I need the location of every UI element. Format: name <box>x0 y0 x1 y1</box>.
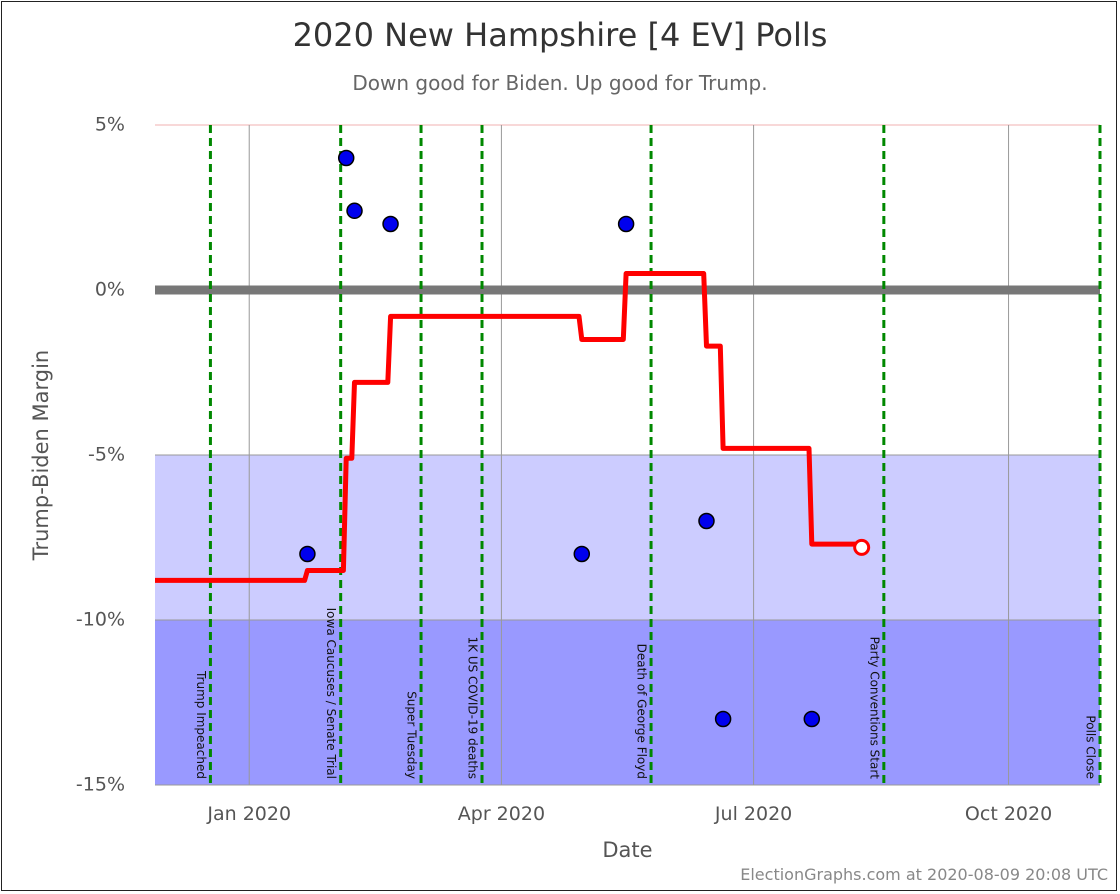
poll-points <box>299 149 821 728</box>
event-label: Death of George Floyd <box>635 644 649 779</box>
poll-point <box>803 710 821 728</box>
poll-point <box>698 512 715 530</box>
event-label: 1K US COVID-19 deaths <box>466 637 480 779</box>
x-tick-label: Oct 2020 <box>965 803 1052 825</box>
current-average-point <box>853 538 871 556</box>
poll-point <box>346 202 363 220</box>
x-tick-label: Jan 2020 <box>206 803 291 825</box>
event-markers: Trump Impeached Iowa Caucuses / Senate Tr… <box>194 125 1102 785</box>
poll-point <box>299 545 316 563</box>
polling-average <box>155 271 871 583</box>
x-tick-label: Jul 2020 <box>714 803 792 825</box>
y-tick-label: -15% <box>76 774 125 796</box>
chart-title: 2020 New Hampshire [4 EV] Polls <box>292 16 828 54</box>
poll-point <box>573 545 591 563</box>
y-tick-label: -5% <box>88 444 125 466</box>
event-label: Trump Impeached <box>194 670 208 779</box>
event-label: Iowa Caucuses / Senate Trial <box>324 608 338 779</box>
y-tick-label: 5% <box>95 114 125 136</box>
x-axis-label: Date <box>602 838 653 862</box>
x-tick-label: Apr 2020 <box>458 803 545 825</box>
band-0 <box>155 455 1100 620</box>
event-label: Polls Close <box>1084 715 1098 779</box>
credit-text: ElectionGraphs.com at 2020-08-09 20:08 U… <box>740 865 1108 884</box>
y-tick-label: -10% <box>76 609 125 631</box>
poll-point <box>714 710 732 728</box>
y-tick-label: 0% <box>95 279 125 301</box>
x-tick-labels: Jan 2020 Apr 2020 Jul 2020 Oct 2020 <box>206 803 1052 825</box>
event-label: Party Conventions Start <box>867 637 881 780</box>
event-label: Super Tuesday <box>405 691 419 779</box>
band-1 <box>155 620 1100 785</box>
poll-point <box>617 215 635 233</box>
average-line <box>155 271 862 583</box>
poll-point <box>337 149 355 167</box>
margin-bands <box>155 455 1100 785</box>
chart-subtitle: Down good for Biden. Up good for Trump. <box>352 71 768 95</box>
y-axis-label: Trump-Biden Margin <box>29 349 53 561</box>
y-tick-labels: 5% 0% -5% -10% -15% <box>76 114 125 796</box>
poll-point <box>382 215 399 233</box>
